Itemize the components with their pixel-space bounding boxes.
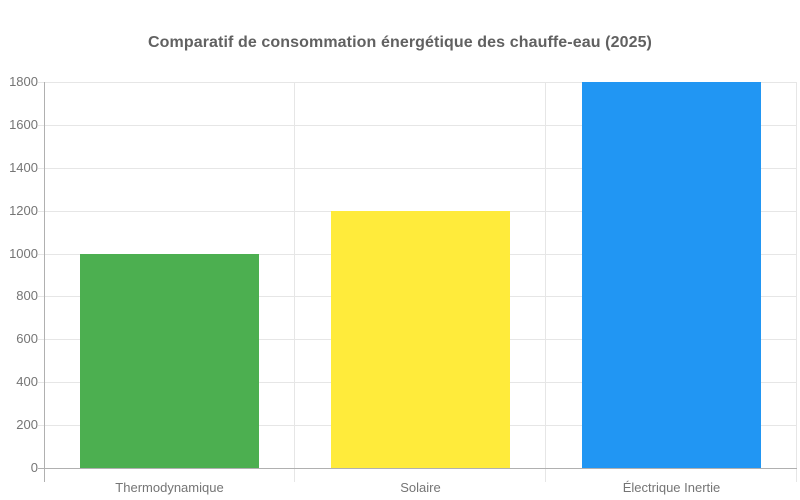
chart-title: Comparatif de consommation énergétique d… bbox=[148, 34, 652, 51]
y-tick-label: 1400 bbox=[9, 160, 38, 175]
y-tick-label: 600 bbox=[16, 331, 38, 346]
y-axis-labels: 0 200 400 600 800 1000 1200 1400 1600 1800 bbox=[0, 74, 38, 475]
x-tick-label: Thermodynamique bbox=[115, 480, 224, 495]
y-tick-label: 200 bbox=[16, 417, 38, 432]
bar-thermodynamique[interactable] bbox=[80, 254, 259, 468]
y-axis-line bbox=[44, 82, 45, 482]
h-gridline bbox=[38, 82, 797, 83]
bar--lectrique-inertie[interactable] bbox=[582, 82, 761, 468]
y-tick-label: 400 bbox=[16, 374, 38, 389]
x-axis-labels: Thermodynamique Solaire Électrique Inertie bbox=[44, 480, 797, 496]
y-tick-label: 0 bbox=[30, 460, 38, 475]
y-tick-label: 1200 bbox=[9, 203, 38, 218]
x-tick-label: Solaire bbox=[400, 480, 441, 495]
y-tick-label: 1800 bbox=[9, 74, 38, 89]
y-tick-label: 800 bbox=[16, 288, 38, 303]
bar-solaire[interactable] bbox=[331, 211, 510, 468]
category-boundary-gridline bbox=[545, 82, 546, 482]
y-tick-label: 1000 bbox=[9, 246, 38, 261]
x-tick-label: Électrique Inertie bbox=[622, 480, 721, 495]
h-gridline bbox=[38, 168, 797, 169]
h-gridline bbox=[38, 125, 797, 126]
category-boundary-gridline bbox=[796, 82, 797, 482]
plot-area bbox=[38, 82, 797, 482]
category-boundary-gridline bbox=[294, 82, 295, 482]
x-axis-line bbox=[38, 468, 797, 469]
y-tick-label: 1600 bbox=[9, 117, 38, 132]
